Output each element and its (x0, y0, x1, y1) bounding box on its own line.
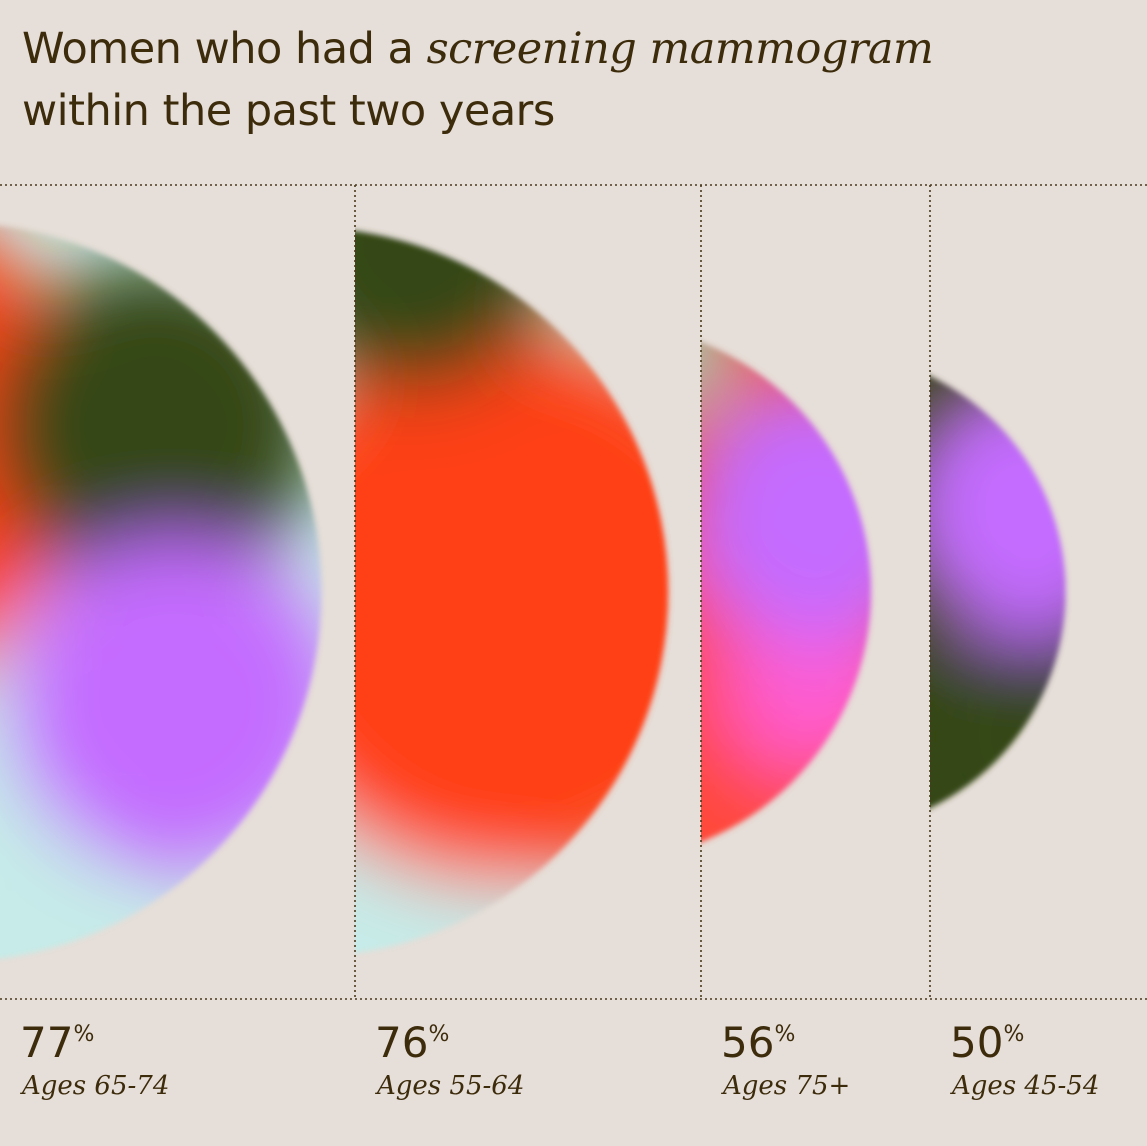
title-part: Women who had a (22, 24, 414, 74)
title-emphasis: screening mammogram (426, 24, 934, 74)
category-label: Ages 45-54 (950, 1071, 1099, 1101)
value-label: 50% (950, 1018, 1024, 1067)
value-unit: % (1003, 1022, 1024, 1047)
title-part: within the past two years (22, 86, 555, 136)
value-number: 56 (721, 1018, 774, 1067)
value-number: 50 (950, 1018, 1003, 1067)
value-unit: % (73, 1022, 94, 1047)
value-number: 76 (375, 1018, 428, 1067)
category-label: Ages 75+ (721, 1071, 850, 1101)
category-label: Ages 65-74 (20, 1071, 169, 1101)
value-label: 76% (375, 1018, 449, 1067)
value-unit: % (428, 1022, 449, 1047)
value-label: 77% (20, 1018, 94, 1067)
value-unit: % (774, 1022, 795, 1047)
category-label: Ages 55-64 (375, 1071, 524, 1101)
value-label: 56% (721, 1018, 795, 1067)
chart-title: Women who had a screening mammogram with… (22, 18, 982, 142)
value-number: 77 (20, 1018, 73, 1067)
